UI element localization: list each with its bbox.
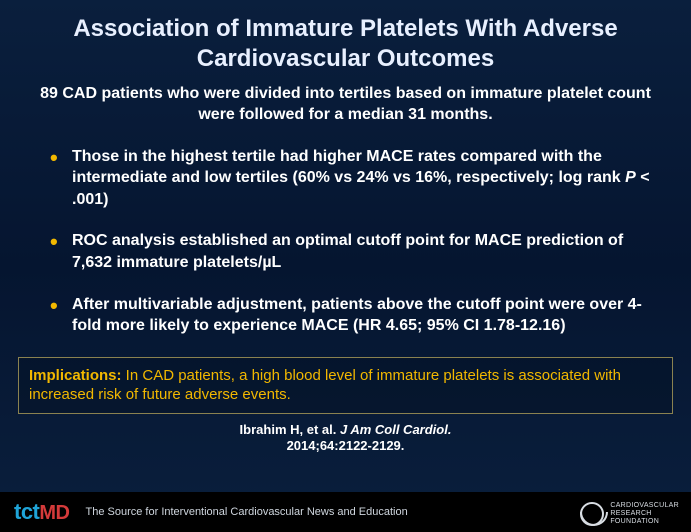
- implications-box: Implications: In CAD patients, a high bl…: [18, 357, 673, 414]
- citation-pre: Ibrahim H, et al.: [240, 422, 340, 437]
- slide-title: Association of Immature Platelets With A…: [0, 0, 691, 80]
- crf-icon: [580, 502, 604, 526]
- crf-line: Cardiovascular: [610, 502, 679, 510]
- implications-text: Implications: In CAD patients, a high bl…: [29, 366, 662, 405]
- citation: Ibrahim H, et al. J Am Coll Cardiol. 201…: [0, 422, 691, 455]
- crf-logo: Cardiovascular Research Foundation: [580, 502, 679, 526]
- crf-text: Cardiovascular Research Foundation: [610, 502, 679, 525]
- footer-tagline: The Source for Interventional Cardiovasc…: [86, 506, 408, 518]
- implications-label: Implications:: [29, 367, 122, 384]
- bullet-item: After multivariable adjustment, patients…: [50, 294, 657, 337]
- bullet-item: Those in the highest tertile had higher …: [50, 146, 657, 211]
- slide: Association of Immature Platelets With A…: [0, 0, 691, 532]
- bullet-text: Those in the highest tertile had higher …: [72, 148, 625, 187]
- logo-tct-part: tct: [14, 499, 39, 525]
- footer-bar: tctMD The Source for Interventional Card…: [0, 492, 691, 532]
- bullet-item: ROC analysis established an optimal cuto…: [50, 230, 657, 273]
- bullet-text: ROC analysis established an optimal cuto…: [72, 232, 623, 271]
- tctmd-logo: tctMD: [14, 499, 70, 525]
- bullet-text: After multivariable adjustment, patients…: [72, 296, 642, 335]
- logo-md-part: MD: [39, 502, 69, 525]
- bullet-italic: P: [625, 169, 636, 186]
- slide-subtitle: 89 CAD patients who were divided into te…: [0, 80, 691, 140]
- citation-journal: J Am Coll Cardiol.: [340, 422, 451, 437]
- crf-line: Research: [610, 510, 679, 518]
- crf-line: Foundation: [610, 518, 679, 526]
- citation-post: 2014;64:2122-2129.: [287, 438, 405, 453]
- bullet-list: Those in the highest tertile had higher …: [0, 140, 691, 337]
